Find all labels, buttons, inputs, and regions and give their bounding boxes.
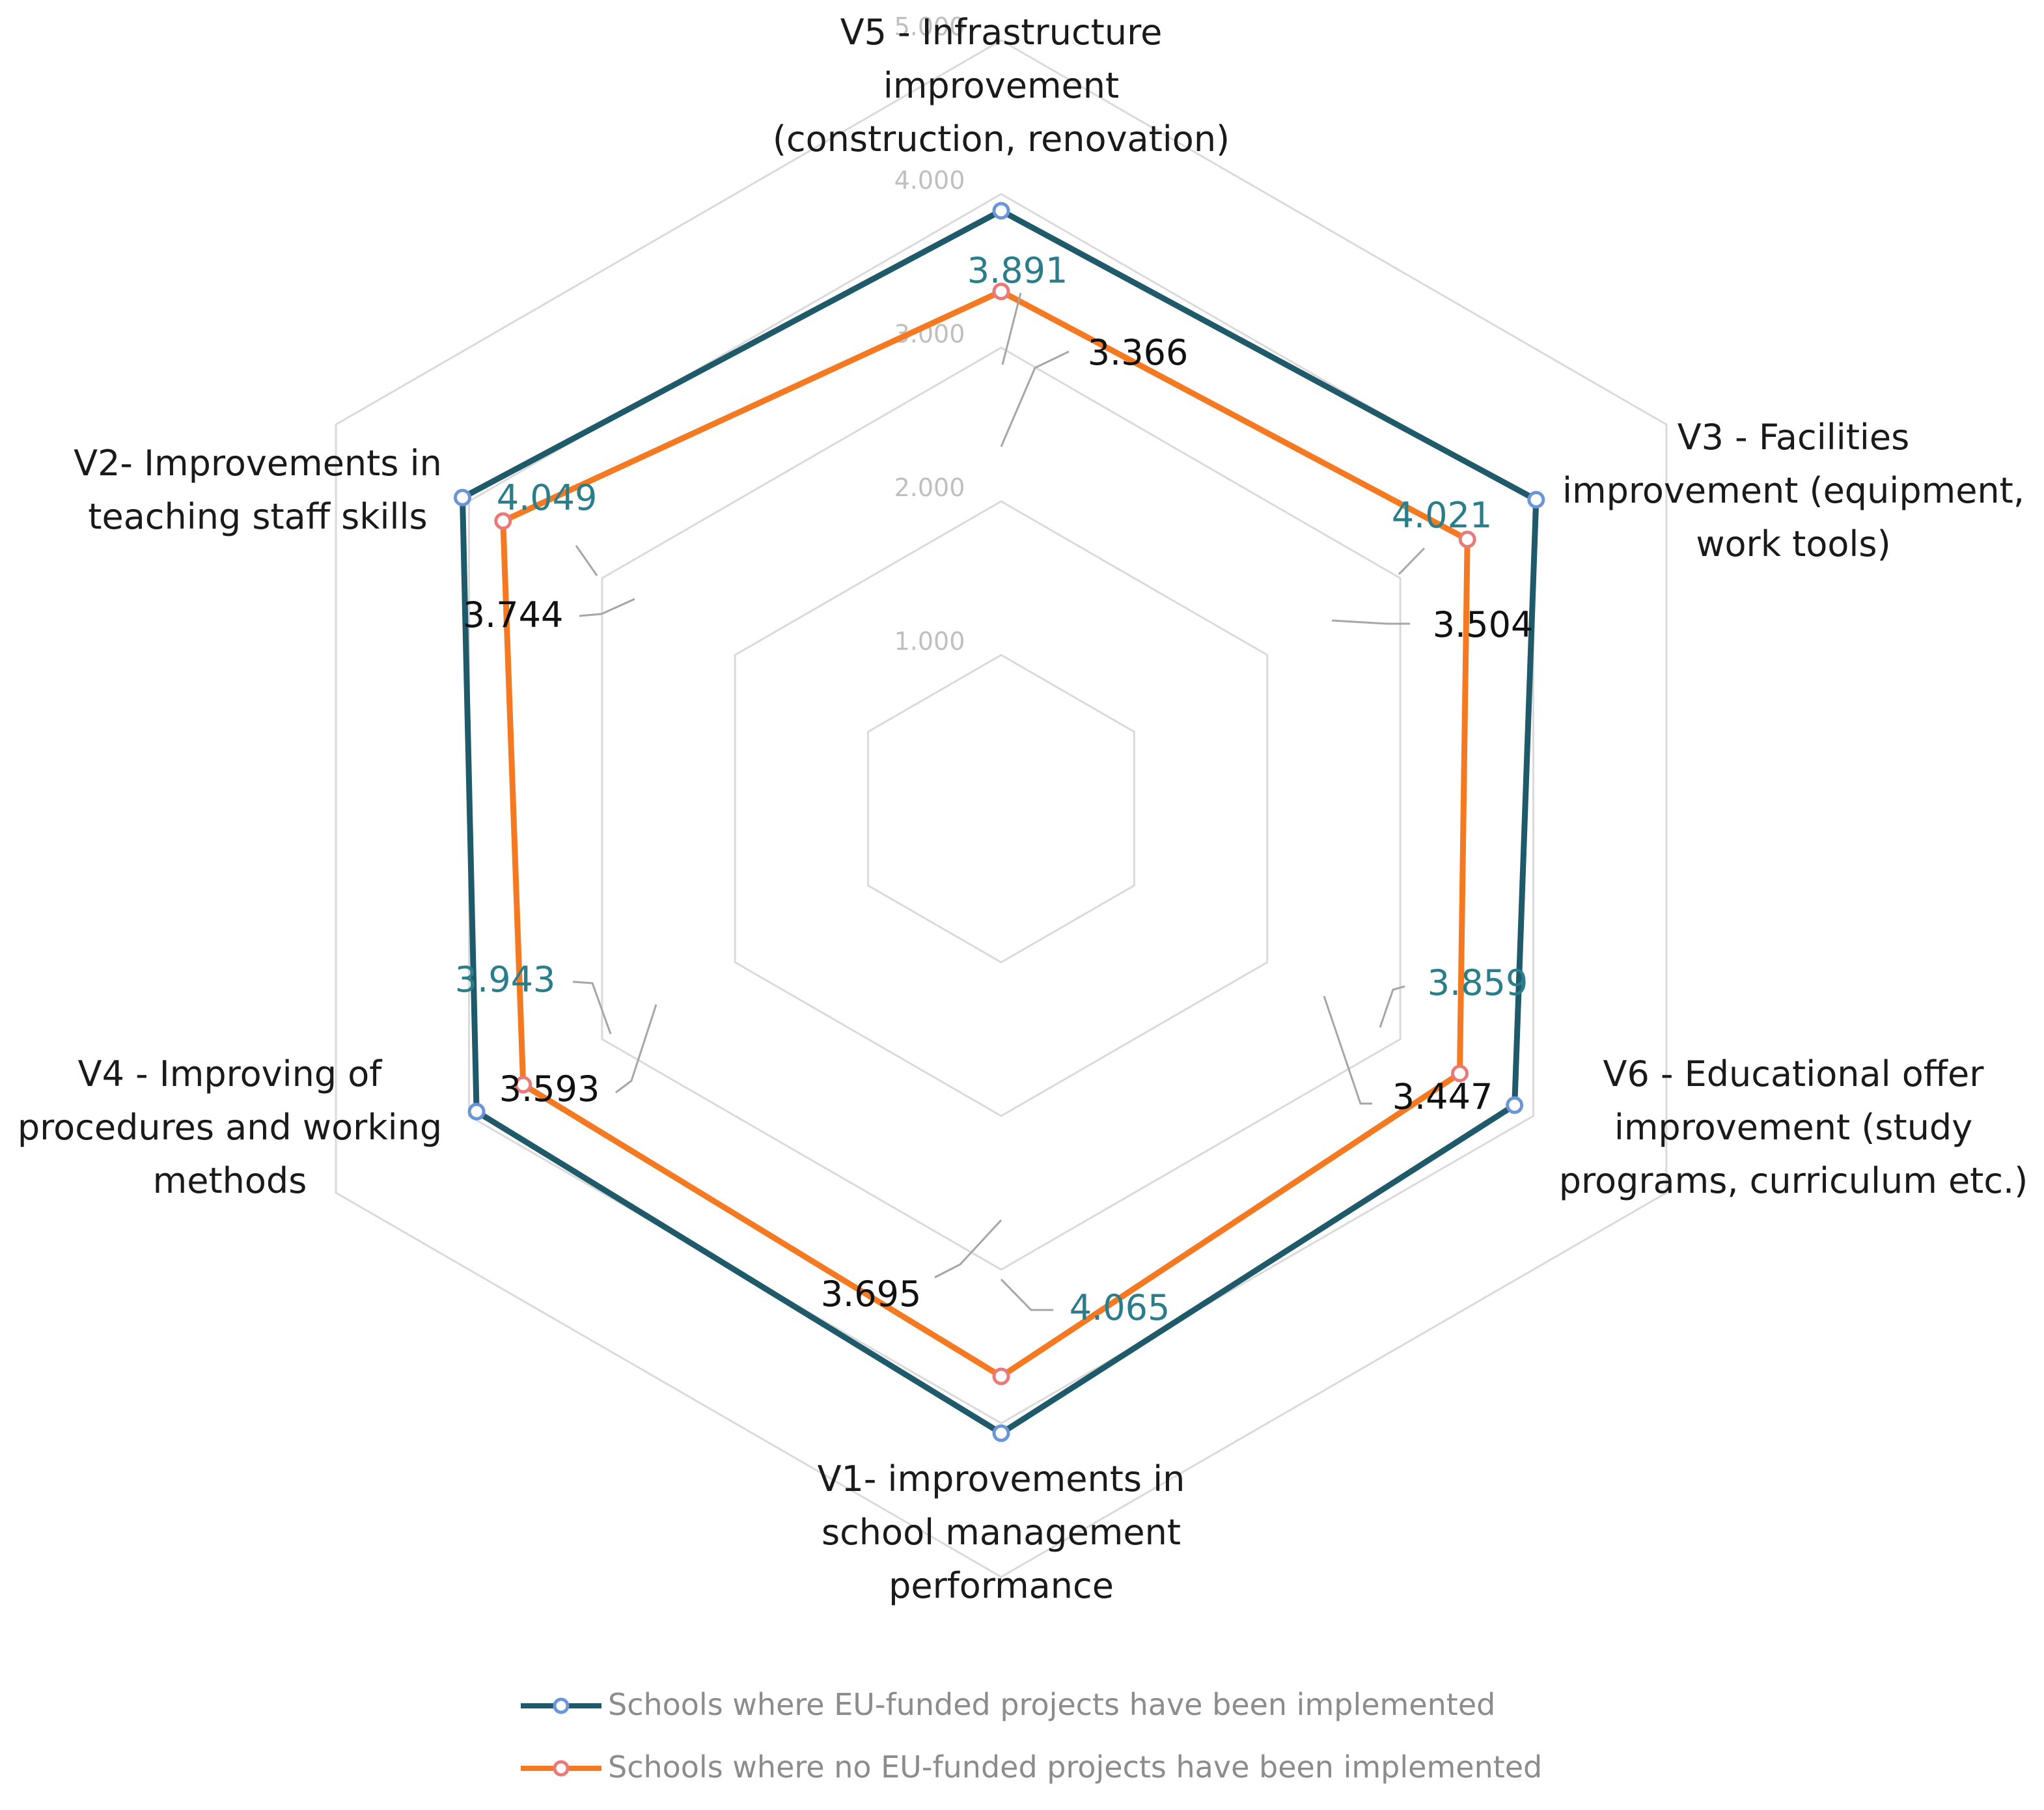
tick-label: 4.000 xyxy=(894,166,965,195)
legend-entry: Schools where EU-funded projects have be… xyxy=(608,1687,1495,1722)
axis-label-V3: improvement (equipment, xyxy=(1562,470,2024,511)
axis-label-V4: procedures and working xyxy=(18,1107,442,1148)
value-label-V6: 3.447 xyxy=(1392,1076,1493,1117)
value-label-V2: 3.744 xyxy=(463,594,564,635)
radar-series xyxy=(454,202,1545,1442)
leader-line xyxy=(1379,985,1405,1028)
axis-label-V5: V5 - Infrastructure xyxy=(840,12,1163,53)
leader-line xyxy=(1331,619,1410,625)
legend: Schools where EU-funded projects have be… xyxy=(521,1687,1542,1785)
leader-line xyxy=(1000,350,1070,447)
value-label-leaders xyxy=(572,292,1426,1311)
data-point-V5 xyxy=(992,202,1010,220)
leader-line xyxy=(1001,292,1022,365)
leader-line xyxy=(615,1004,657,1094)
data-point-V6 xyxy=(1506,1096,1524,1114)
axis-label-V1: V1- improvements in xyxy=(818,1458,1185,1499)
data-point-V6 xyxy=(1451,1065,1469,1083)
grid-ring-3 xyxy=(601,346,1402,1271)
tick-label: 2.000 xyxy=(894,473,965,502)
value-label-V4: 3.943 xyxy=(455,959,556,1000)
axis-label-V2: V2- Improvements in xyxy=(74,443,442,484)
leader-line xyxy=(934,1219,1002,1279)
axis-label-V3: V3 - Facilities xyxy=(1678,417,1910,458)
data-point-V3 xyxy=(1527,491,1545,508)
value-label-V1: 4.065 xyxy=(1070,1287,1170,1328)
leader-line xyxy=(572,981,612,1035)
value-label-V3: 4.021 xyxy=(1392,495,1493,536)
leader-line xyxy=(1000,1278,1053,1311)
value-label-V5: 3.891 xyxy=(967,250,1068,291)
leader-line xyxy=(1398,547,1426,576)
legend-swatch-marker xyxy=(553,1697,570,1714)
axis-label-V1: school management xyxy=(822,1512,1181,1553)
axis-labels: V5 - Infrastructure improvement (construct… xyxy=(18,12,2028,1606)
grid-ring-1 xyxy=(867,654,1135,964)
value-label-V2: 4.049 xyxy=(497,477,598,518)
leader-line xyxy=(575,545,598,576)
grid-ring-2 xyxy=(734,500,1269,1117)
value-label-V6: 3.859 xyxy=(1428,962,1528,1003)
legend-entry: Schools where no EU-funded projects have… xyxy=(608,1749,1542,1785)
grid-ring-4 xyxy=(468,193,1534,1425)
axis-label-V6: V6 - Educational offer xyxy=(1603,1053,1985,1094)
value-label-V3: 3.504 xyxy=(1433,604,1534,645)
axis-label-V6: improvement (study xyxy=(1614,1107,1972,1148)
data-point-V5 xyxy=(992,283,1010,301)
leader-line xyxy=(1323,995,1372,1105)
grid-ring-5 xyxy=(335,39,1668,1578)
data-point-V4 xyxy=(467,1102,486,1121)
data-point-V2 xyxy=(494,512,512,530)
value-label-V5: 3.366 xyxy=(1088,332,1189,373)
axis-label-V4: V4 - Improving of xyxy=(78,1053,383,1094)
series-line-1 xyxy=(459,207,1540,1437)
data-point-V1 xyxy=(992,1424,1010,1442)
value-labels: 3.891 4.021 3.859 4.065 3.943 4.049 3.366 3.504… xyxy=(455,250,1534,1328)
data-point-V1 xyxy=(992,1367,1010,1385)
axis-label-V1: performance xyxy=(889,1565,1114,1606)
legend-swatch-marker xyxy=(553,1760,570,1777)
axis-label-V2: teaching staff skills xyxy=(88,496,427,537)
axis-label-V3: work tools) xyxy=(1696,523,1890,564)
tick-label: 1.000 xyxy=(894,627,965,656)
axis-label-V5: improvement xyxy=(883,65,1119,106)
axis-label-V5: (construction, renovation) xyxy=(773,118,1230,160)
tick-label: 5.000 xyxy=(894,12,965,41)
data-point-V4 xyxy=(514,1076,532,1094)
leader-line xyxy=(579,598,635,617)
data-point-V3 xyxy=(1458,531,1476,548)
data-point-V2 xyxy=(454,488,471,507)
axis-label-V4: methods xyxy=(153,1160,307,1201)
axis-label-V6: programs, curriculum etc.) xyxy=(1559,1160,2028,1201)
value-label-V4: 3.593 xyxy=(499,1068,600,1109)
value-label-V1: 3.695 xyxy=(821,1274,922,1315)
